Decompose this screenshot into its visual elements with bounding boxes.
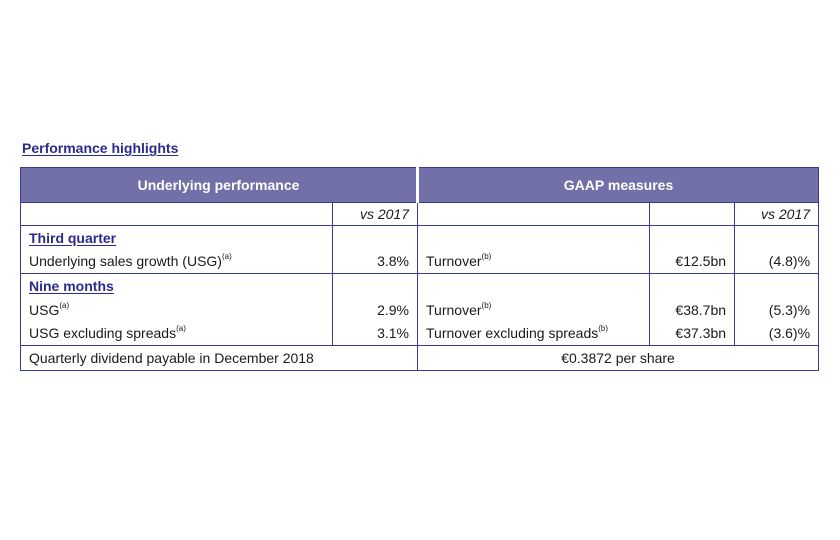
gaap-metric-label: Turnover (426, 301, 482, 318)
gaap-change: (5.3)% (734, 297, 820, 322)
gaap-value: €38.7bn (649, 297, 736, 322)
underlying-performance-header: Underlying performance (19, 167, 420, 203)
gaap-measures-header: GAAP measures (417, 167, 820, 203)
vs-2017-right: vs 2017 (734, 202, 820, 226)
metric-label: Underlying sales growth (USG) (29, 253, 222, 270)
gaap-change: (4.8)% (734, 249, 820, 274)
third-quarter-label: Third quarter (29, 229, 117, 246)
metric-cell: USG excluding spreads(a) (20, 321, 333, 346)
gaap-metric-label: Turnover (426, 253, 482, 270)
footnote-marker: (a) (221, 252, 232, 262)
empty-cell (20, 202, 333, 226)
gaap-metric-cell: Turnover(b) (417, 297, 651, 322)
gaap-metric-label: Turnover excluding spreads (426, 325, 599, 342)
metric-label: USG (29, 301, 60, 318)
footnote-marker: (a) (59, 300, 70, 310)
table-row: USG(a) 2.9% Turnover(b) €38.7bn (5.3)% (20, 297, 820, 322)
dividend-row: Quarterly dividend payable in December 2… (19, 345, 820, 371)
footnote-marker: (b) (598, 324, 609, 334)
section-row-third-quarter: Third quarter (20, 225, 820, 250)
footnote-marker: (b) (481, 252, 492, 262)
table-header-row: Underlying performance GAAP measures (19, 167, 820, 203)
gaap-metric-cell: Turnover(b) (417, 249, 651, 274)
table-row: USG excluding spreads(a) 3.1% Turnover e… (20, 321, 820, 346)
dividend-value: €0.3872 per share (417, 345, 820, 371)
table-row: Underlying sales growth (USG)(a) 3.8% Tu… (20, 249, 820, 274)
section-label: Third quarter (20, 225, 333, 250)
vs-2017-left: vs 2017 (331, 202, 419, 226)
metric-value: 3.8% (331, 249, 419, 274)
footnote-marker: (a) (176, 324, 186, 334)
metric-value: 3.1% (331, 321, 419, 346)
section-label: Nine months (20, 273, 333, 298)
table-subheader-row: vs 2017 vs 2017 (20, 202, 820, 226)
metric-cell: USG(a) (20, 297, 333, 322)
metric-cell: Underlying sales growth (USG)(a) (20, 249, 333, 274)
section-row-nine-months: Nine months (20, 273, 820, 298)
dividend-label: Quarterly dividend payable in December 2… (19, 345, 419, 371)
footnote-marker: (b) (481, 300, 492, 310)
metric-value: 2.9% (331, 297, 419, 322)
gaap-metric-cell: Turnover excluding spreads(b) (417, 321, 651, 346)
empty-cell (417, 202, 651, 226)
gaap-change: (3.6)% (734, 321, 820, 346)
gaap-value: €12.5bn (649, 249, 736, 274)
page-title: Performance highlights (22, 140, 179, 156)
metric-label: USG excluding spreads (29, 325, 177, 342)
empty-cell (649, 202, 736, 226)
performance-table: Underlying performance GAAP measures vs … (19, 167, 820, 371)
gaap-value: €37.3bn (649, 321, 736, 346)
nine-months-label: Nine months (29, 277, 114, 294)
